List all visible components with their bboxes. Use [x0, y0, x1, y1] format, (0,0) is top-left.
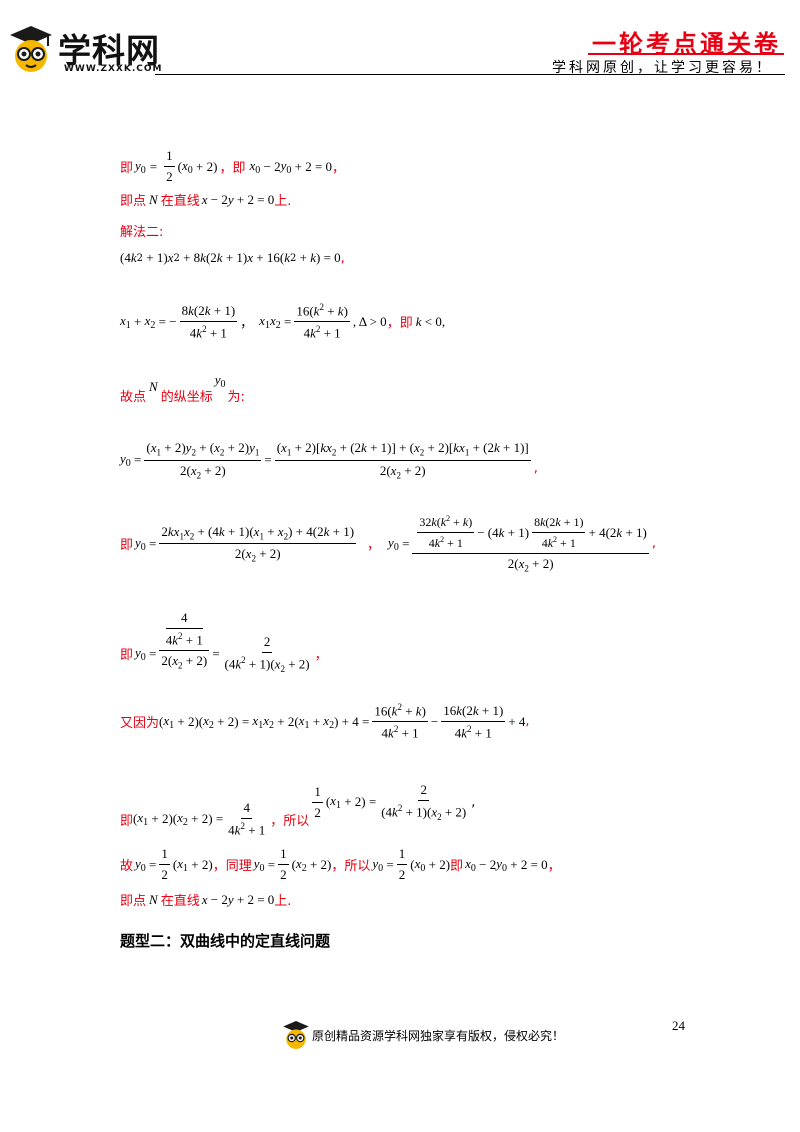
logo-text: 学科网 [58, 31, 160, 70]
line-4: (4 k 2 + 1) x 2 + 8 k (2 k + 1) x + 16(k 2 + k) =… [120, 250, 345, 266]
logo-url: WWW.ZXXK.COM [64, 64, 163, 74]
slogan: 学科网原创，让学习更容易！ [552, 60, 773, 76]
line-5: x1 + x2 = − 8k(2k + 1) 4k2 + 1 ， x1x2 = 1… [120, 302, 446, 341]
line-10: 又因为 (x1 + 2)(x2 + 2) = x1x2 + 2(x1 + x2)… [120, 702, 530, 741]
header-logo: 学科网 WWW.ZXXK.COM [8, 22, 178, 78]
line-7: y0 = (x1 + 2)y2 + (x2 + 2)y1 2(x2 + 2) = … [120, 440, 538, 481]
footer: 原创精品资源学科网独家享有版权，侵权必究！ [282, 1018, 564, 1052]
header-rule [155, 74, 785, 75]
copyright-text: 原创精品资源学科网独家享有版权，侵权必究！ [312, 1028, 565, 1043]
scholar-owl-icon [10, 26, 52, 72]
method-2-label: 解法二: [120, 225, 164, 240]
line-9: 即 y0 = 4 4k2 + 1 2(x2 + 2) = 2 (4k2 + 1)(… [120, 609, 328, 674]
line-8: 即 y0 = 2kx1x2 + (4k + 1)(x1 + x2) + 4(2k… [120, 514, 656, 574]
page-number: 24 [672, 1018, 685, 1033]
header-red-rule [588, 53, 784, 55]
section-heading: 题型二：双曲线中的定直线问题 [120, 932, 331, 950]
line-6: 故点 N 的纵坐标 y0 为: [120, 371, 245, 406]
scholar-owl-icon [283, 1021, 309, 1049]
